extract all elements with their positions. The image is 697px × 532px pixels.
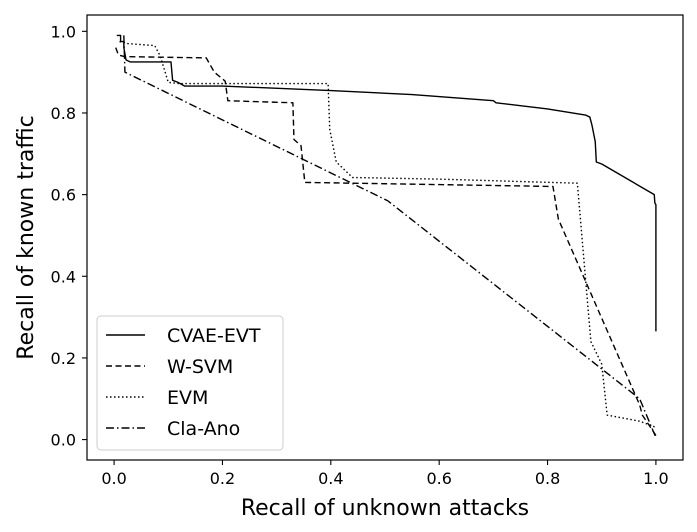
- x-tick-label: 1.0: [643, 469, 668, 488]
- legend: CVAE-EVT W-SVM EVM Cla-Ano: [96, 315, 284, 451]
- plot-layer: [115, 34, 657, 438]
- plot-frame: [86, 14, 684, 461]
- series-line-cla-ano: [123, 35, 657, 438]
- y-axis: 0.0 0.2 0.4 0.6 0.8 1.0: [51, 22, 87, 450]
- x-tick-label: 0.8: [535, 469, 560, 488]
- legend-box: [96, 315, 284, 451]
- y-tick-label: 0.0: [51, 431, 76, 450]
- x-axis: 0.0 0.2 0.4 0.6 0.8 1.0: [101, 460, 669, 488]
- legend-label: EVM: [167, 387, 208, 409]
- x-tick-label: 0.6: [426, 469, 451, 488]
- y-axis-label: Recall of known traffic: [14, 115, 39, 359]
- y-tick-label: 0.8: [51, 104, 76, 123]
- x-tick-label: 0.4: [318, 469, 343, 488]
- legend-label: Cla-Ano: [167, 418, 240, 440]
- x-tick-label: 0.0: [101, 469, 126, 488]
- legend-label: W-SVM: [167, 356, 233, 378]
- y-tick-label: 0.6: [51, 186, 76, 205]
- x-tick-label: 0.2: [210, 469, 235, 488]
- y-tick-label: 0.2: [51, 349, 76, 368]
- legend-label: CVAE-EVT: [167, 325, 261, 347]
- y-tick-label: 0.4: [51, 267, 76, 286]
- x-axis-label: Recall of unknown attacks: [241, 496, 529, 521]
- y-tick-label: 1.0: [51, 22, 76, 41]
- series-line-w-svm: [115, 47, 657, 436]
